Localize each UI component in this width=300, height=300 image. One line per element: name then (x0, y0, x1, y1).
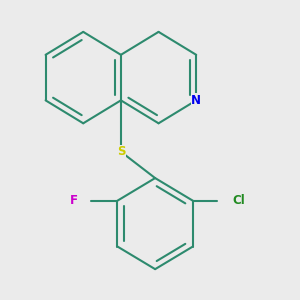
Text: S: S (117, 145, 125, 158)
Text: Cl: Cl (232, 194, 245, 207)
Text: N: N (191, 94, 201, 107)
Text: F: F (70, 194, 78, 207)
